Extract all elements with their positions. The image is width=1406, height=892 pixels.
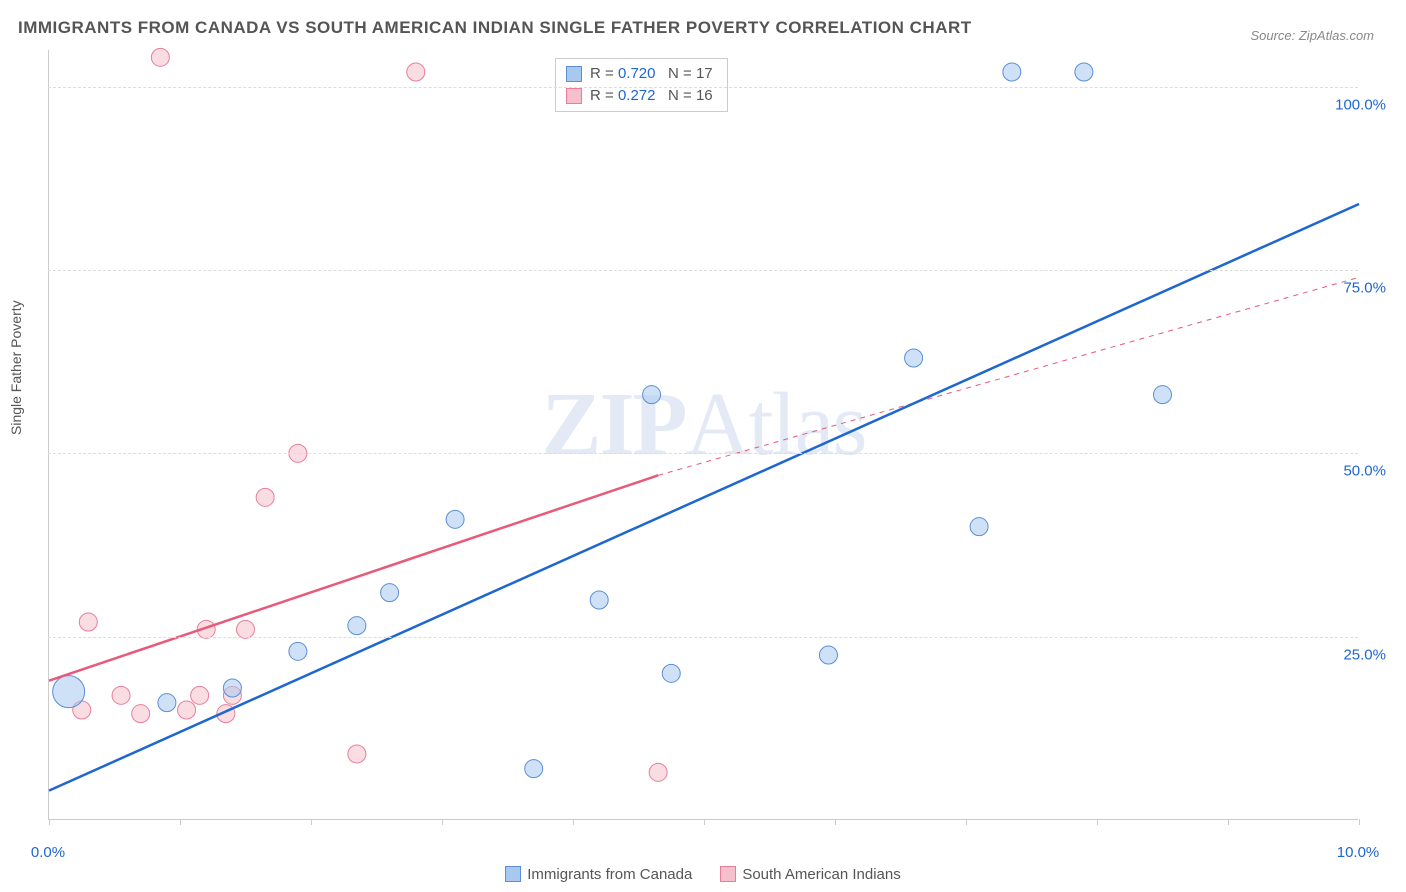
legend-swatch [566, 66, 582, 82]
xtick [966, 819, 967, 825]
xtick-label: 0.0% [31, 844, 65, 861]
ytick-label: 100.0% [1335, 96, 1386, 113]
xtick [573, 819, 574, 825]
gridline [48, 637, 1358, 638]
xtick [49, 819, 50, 825]
legend-item: Immigrants from Canada [505, 866, 692, 883]
xtick [704, 819, 705, 825]
ytick-label: 75.0% [1343, 280, 1386, 297]
xtick [180, 819, 181, 825]
legend-swatch [505, 866, 521, 882]
plot-svg [49, 50, 1358, 819]
source-attribution: Source: ZipAtlas.com [1250, 28, 1374, 43]
xtick-label: 10.0% [1337, 844, 1380, 861]
gridline [48, 453, 1358, 454]
correlation-legend: R = 0.720 N = 17R = 0.272 N = 16 [555, 58, 728, 112]
gridline [48, 87, 1358, 88]
xtick [442, 819, 443, 825]
xtick [311, 819, 312, 825]
series-legend: Immigrants from Canada South American Ind… [0, 866, 1406, 887]
gridline [48, 270, 1358, 271]
xtick [835, 819, 836, 825]
xtick [1228, 819, 1229, 825]
legend-row: R = 0.272 N = 16 [566, 85, 713, 107]
legend-item: South American Indians [720, 866, 900, 883]
ytick-label: 50.0% [1343, 463, 1386, 480]
scatter-plot: ZIPAtlas [48, 50, 1358, 820]
xtick [1097, 819, 1098, 825]
legend-swatch [566, 88, 582, 104]
xtick [1359, 819, 1360, 825]
legend-row: R = 0.720 N = 17 [566, 63, 713, 85]
ytick-label: 25.0% [1343, 646, 1386, 663]
legend-swatch [720, 866, 736, 882]
y-axis-label: Single Father Poverty [8, 300, 24, 435]
chart-title: IMMIGRANTS FROM CANADA VS SOUTH AMERICAN… [18, 18, 972, 38]
